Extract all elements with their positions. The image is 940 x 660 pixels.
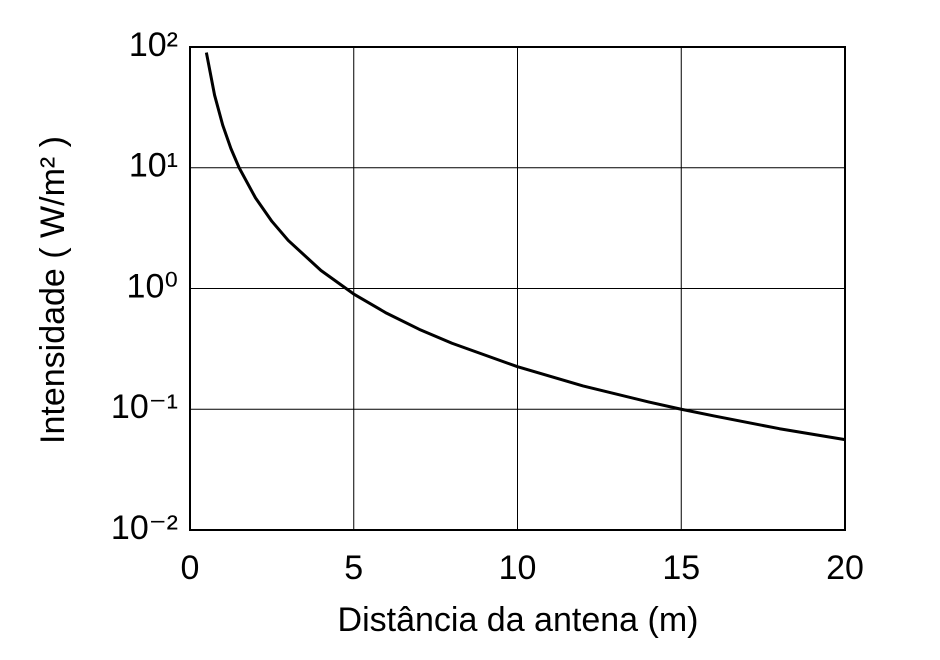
y-tick-label: 10¹ [129, 147, 178, 185]
y-axis-label: Intensidade ( W/m² ) [34, 136, 72, 444]
x-tick-label: 10 [499, 549, 537, 587]
y-tick-label: 10⁻¹ [111, 388, 178, 426]
x-axis-label: Distância da antena (m) [338, 601, 699, 639]
y-tick-label: 10⁻² [111, 509, 178, 547]
x-tick-label: 20 [826, 549, 864, 587]
x-tick-label: 0 [181, 549, 200, 587]
plot-frame [189, 46, 846, 531]
y-tick-label: 10² [129, 26, 178, 64]
data-line [204, 52, 846, 442]
x-tick-label: 15 [662, 549, 700, 587]
y-tick-label: 10⁰ [127, 267, 178, 305]
x-tick-label: 5 [344, 549, 363, 587]
